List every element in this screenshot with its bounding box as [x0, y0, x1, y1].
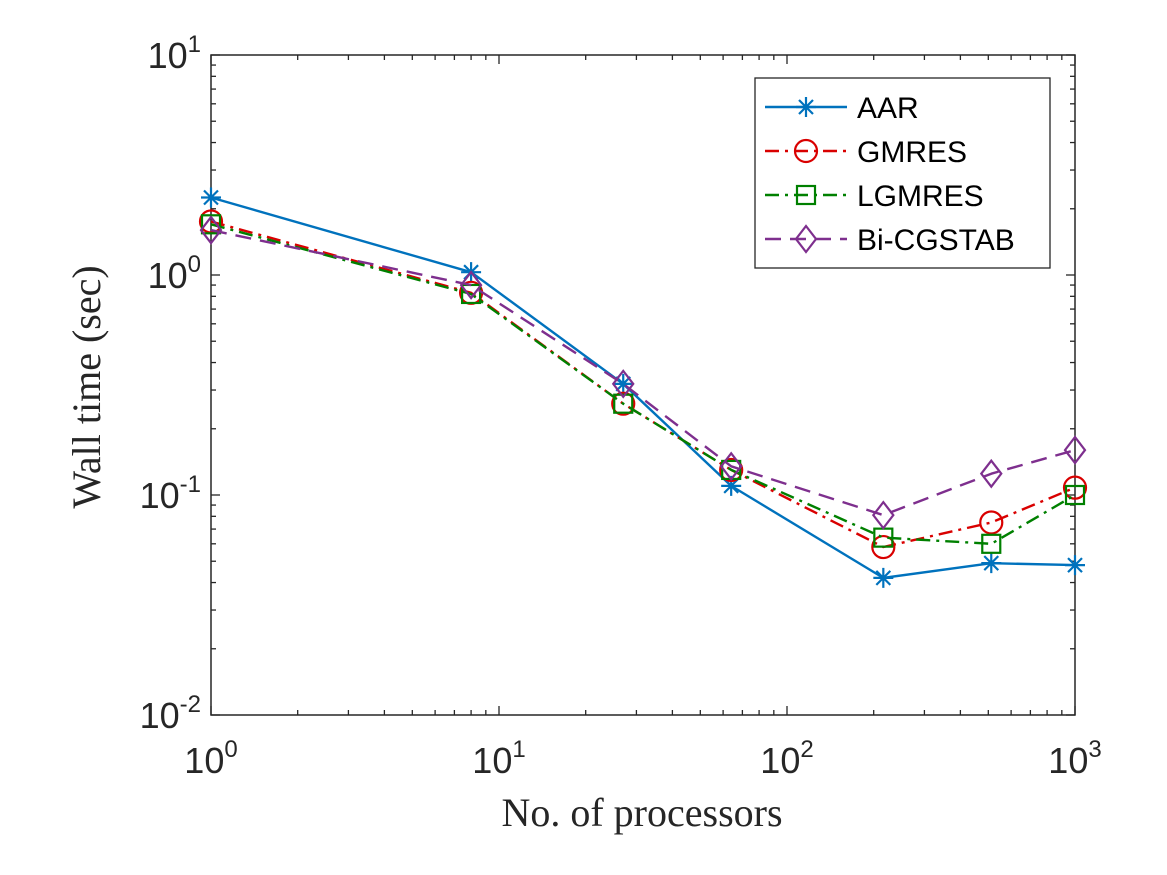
- data-point-circle: [871, 534, 896, 560]
- legend-label: GMRES: [857, 136, 967, 169]
- data-point-square: [795, 184, 817, 206]
- x-tick-label: 103: [1048, 736, 1101, 781]
- data-point-diamond: [871, 500, 895, 530]
- axes-frame: [210, 54, 1076, 716]
- data-point-circle: [1062, 475, 1088, 500]
- data-point-asterisk: [1065, 555, 1085, 576]
- data-point-asterisk: [613, 373, 634, 394]
- legend-label: LGMRES: [857, 180, 984, 213]
- data-point-asterisk: [873, 567, 894, 588]
- data-point-circle: [793, 138, 819, 164]
- data-point-square: [1064, 484, 1086, 506]
- series-layer: [198, 187, 1088, 588]
- series-line-bi-cgstab: [210, 228, 1076, 517]
- data-point-asterisk: [721, 475, 742, 496]
- x-axis-label: No. of processors: [501, 790, 782, 835]
- data-point-asterisk: [796, 97, 816, 117]
- plot-area-border: [210, 54, 1076, 716]
- legend-item-bi-cgstab: Bi-CGSTAB: [765, 224, 1015, 257]
- legend-item-aar: AAR: [765, 92, 919, 125]
- data-point-diamond: [1063, 435, 1087, 465]
- series-bi-cgstab: [199, 215, 1087, 530]
- data-point-diamond: [199, 215, 223, 245]
- legend-label: AAR: [857, 92, 919, 125]
- data-point-asterisk: [201, 187, 221, 208]
- data-point-square: [613, 393, 634, 414]
- data-point-diamond: [979, 458, 1003, 489]
- data-point-circle: [611, 391, 636, 416]
- data-point-square: [981, 533, 1002, 554]
- data-point-diamond: [794, 224, 818, 254]
- legend-label: Bi-CGSTAB: [857, 224, 1015, 257]
- legend-item-gmres: GMRES: [765, 136, 967, 169]
- data-point-diamond: [719, 451, 743, 482]
- data-point-diamond: [611, 369, 635, 399]
- y-axis-label: Wall time (sec): [64, 265, 109, 508]
- data-point-asterisk: [981, 553, 1002, 574]
- series-line-lgmres: [210, 223, 1076, 545]
- legend-item-lgmres: LGMRES: [765, 180, 984, 213]
- data-point-diamond: [459, 270, 483, 300]
- ticks: [210, 54, 1076, 716]
- data-point-circle: [979, 510, 1004, 535]
- legend: AAR GMRES LGMRES Bi-CGSTAB: [754, 77, 1051, 269]
